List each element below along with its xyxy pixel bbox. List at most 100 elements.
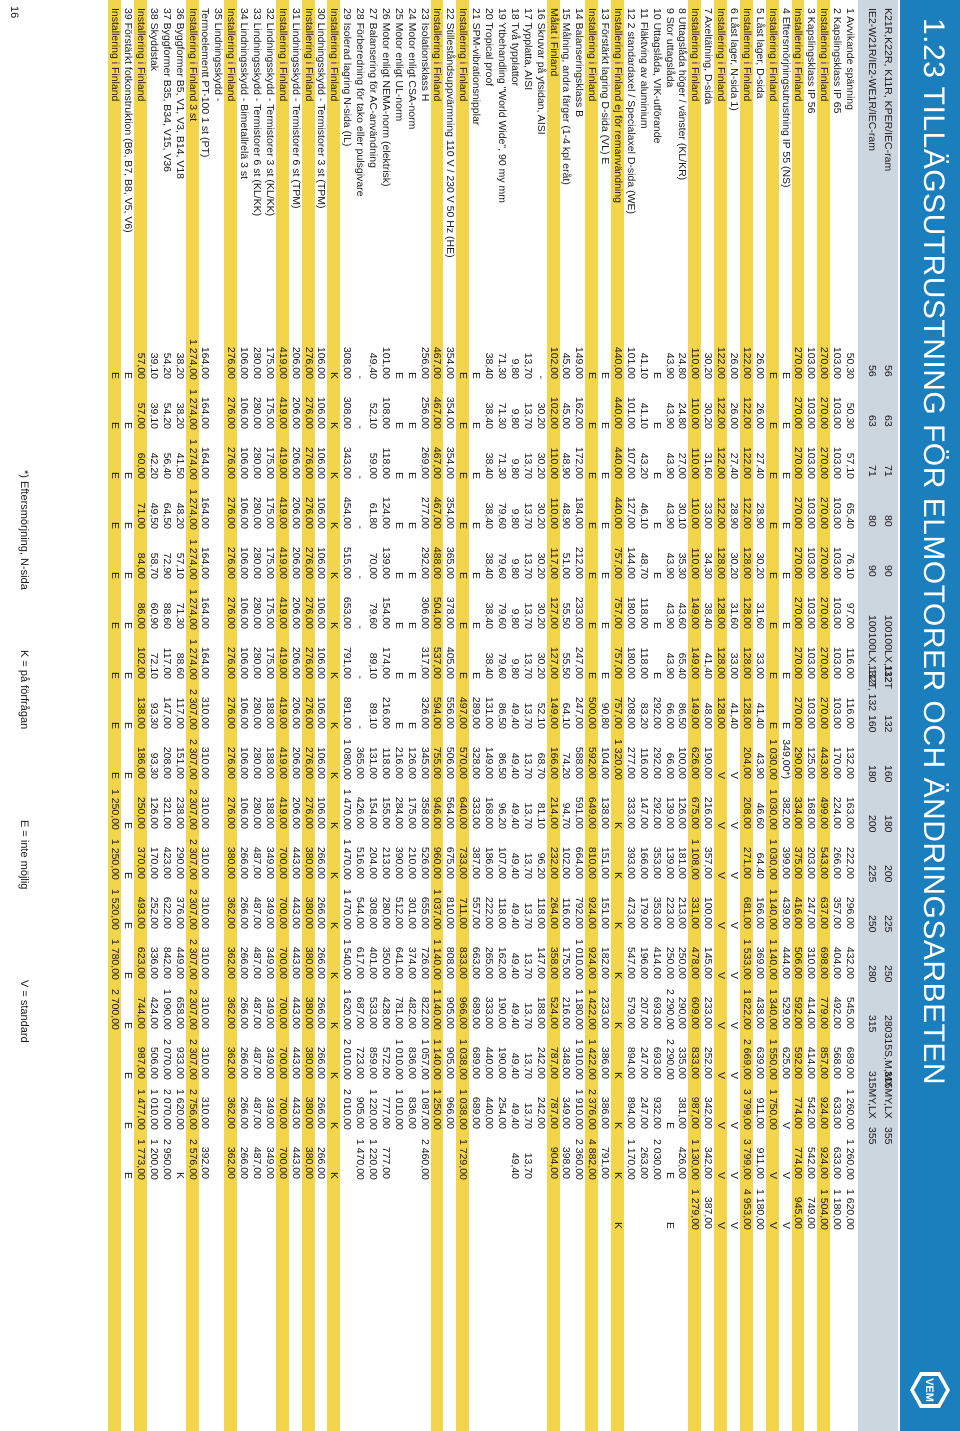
table-cell: 254,00: [495, 1096, 508, 1129]
table-cell: 2 290,00: [663, 1039, 676, 1080]
table-cell: 700,00: [276, 996, 289, 1029]
table-cell: K: [328, 521, 341, 529]
table-cell: 1 533,00: [740, 939, 753, 980]
table-cell: 224,00: [831, 796, 844, 829]
table-cell: E: [392, 421, 405, 429]
header-size: 90: [882, 565, 894, 577]
table-cell: 3 799,00: [740, 1089, 753, 1130]
table-cell: 223,00: [663, 896, 676, 929]
table-cell: 66,00: [663, 702, 676, 729]
table-cell: K: [328, 721, 341, 729]
header-size: 132T, 132: [866, 665, 878, 712]
table-cell: 175,00: [560, 946, 573, 979]
table-cell: 103,00: [805, 396, 818, 429]
table-cell: 781,00: [392, 996, 405, 1029]
table-cell: 440,00: [483, 1046, 496, 1079]
table-cell: 79,60: [367, 602, 380, 629]
table-cell: 310,00: [199, 1096, 212, 1129]
table-cell: 116,00: [637, 747, 650, 779]
table-cell: 186,00: [483, 846, 496, 879]
table-row-finland: Installering i Finland E E E E E E E E E 1 250,00 1…: [108, 0, 122, 1431]
table-cell: 2 290,00: [663, 989, 676, 1030]
table-cell: E: [122, 1171, 135, 1179]
table-cell: 354,00: [444, 496, 457, 529]
table-cell: 419,00: [276, 546, 289, 579]
table-cell: 270,00: [818, 646, 831, 679]
table-cell: E: [470, 371, 483, 379]
header-size: 63: [866, 415, 878, 427]
header-size: 355: [866, 1127, 878, 1145]
table-cell: 13,70: [521, 852, 534, 879]
header-size: 280: [866, 965, 878, 983]
title-bar: 1.23 TILLÄGSUTRUSTNING FÖR ELMOTORER OCH…: [900, 0, 960, 1431]
table-cell: 151,00: [599, 896, 612, 929]
table-cell: 904,00: [547, 1146, 560, 1179]
table-cell: 74,20: [560, 752, 573, 779]
table-cell: 106,00: [238, 696, 251, 729]
table-cell: 1 910,00: [573, 1039, 586, 1080]
table-cell: 419,00: [276, 646, 289, 679]
table-cell: 1 279,00: [689, 1189, 702, 1230]
table-cell: 572,00: [379, 1046, 392, 1079]
row-label: 39 Förstärkt fotkonstruktion (B6, B7, B8…: [122, 8, 135, 233]
table-cell: 103,00: [805, 696, 818, 729]
table-cell: 88,60: [160, 602, 173, 629]
table-cell: 266,00: [315, 946, 328, 979]
table-cell: V: [715, 921, 728, 929]
table-cell: 164,00: [199, 346, 212, 379]
table-cell: 206,00: [289, 746, 302, 779]
header-size: 80: [866, 515, 878, 527]
table-cell: E: [122, 521, 135, 529]
table-cell: E: [470, 571, 483, 579]
table-cell: E: [109, 771, 122, 779]
table-cell: 276,00: [302, 446, 315, 479]
table-cell: 28,90: [727, 502, 740, 529]
table-cell: 57,10: [173, 552, 186, 579]
table-cell: 180,00: [624, 646, 637, 679]
table-row: 18 Två typplattor 9,80 9,80 9,80 9,80 9,80 9,8…: [508, 0, 521, 1431]
header-size: 250: [882, 965, 894, 983]
table-cell: 175,00: [263, 346, 276, 379]
table-cell: 1 130,00: [689, 1139, 702, 1180]
table-cell: 276,00: [302, 346, 315, 379]
table-cell: 362,00: [225, 1096, 238, 1129]
table-cell: 175,00: [263, 596, 276, 629]
table-row: 29 Isolerad lagring N-sida (IL) 308,00 308…: [340, 0, 353, 1431]
table-cell: K: [328, 921, 341, 929]
table-cell: E: [779, 421, 792, 429]
table-cell: 64,40: [753, 852, 766, 879]
table-cell: 308,00: [367, 896, 380, 929]
table-cell: 2 576,00: [186, 1139, 199, 1180]
table-cell: V: [779, 1221, 792, 1229]
table-cell: 333,00: [483, 996, 496, 1029]
row-label: Installering i Finland 3 st: [186, 8, 199, 122]
table-cell: 9,80: [508, 608, 521, 629]
table-cell: 842,00: [160, 946, 173, 979]
table-cell: 333,00: [470, 796, 483, 829]
table-cell: 128,00: [740, 596, 753, 629]
vem-logo-icon: VEM: [910, 1372, 950, 1408]
table-cell: 1 200,00: [147, 1139, 160, 1180]
table-cell: 71,30: [495, 402, 508, 429]
table-cell: E: [122, 671, 135, 679]
table-cell: 122,00: [740, 346, 753, 379]
table-cell: 48,90: [560, 452, 573, 479]
table-cell: 247,00: [573, 646, 586, 679]
table-cell: 438,00: [753, 996, 766, 1029]
table-cell: E: [766, 521, 779, 529]
table-cell: 700,00: [276, 1096, 289, 1129]
table-cell: 170,00: [831, 746, 844, 779]
table-cell: 924,00: [818, 1096, 831, 1129]
row-label: 2 Kapslingsklass IP 65: [831, 8, 844, 114]
table-cell: 39,10: [147, 402, 160, 429]
table-cell: 101,00: [624, 346, 637, 379]
table-cell: 190,00: [495, 996, 508, 1029]
table-cell: 270,00: [818, 346, 831, 379]
header-size: 90: [866, 565, 878, 577]
table-cell: 487,00: [251, 896, 264, 929]
footnote-k: K = på förfrågan: [18, 650, 30, 730]
table-cell: E: [405, 421, 418, 429]
table-cell: 144,00: [624, 546, 637, 579]
table-cell: 49,40: [508, 702, 521, 729]
table-cell: 444,00: [779, 946, 792, 979]
